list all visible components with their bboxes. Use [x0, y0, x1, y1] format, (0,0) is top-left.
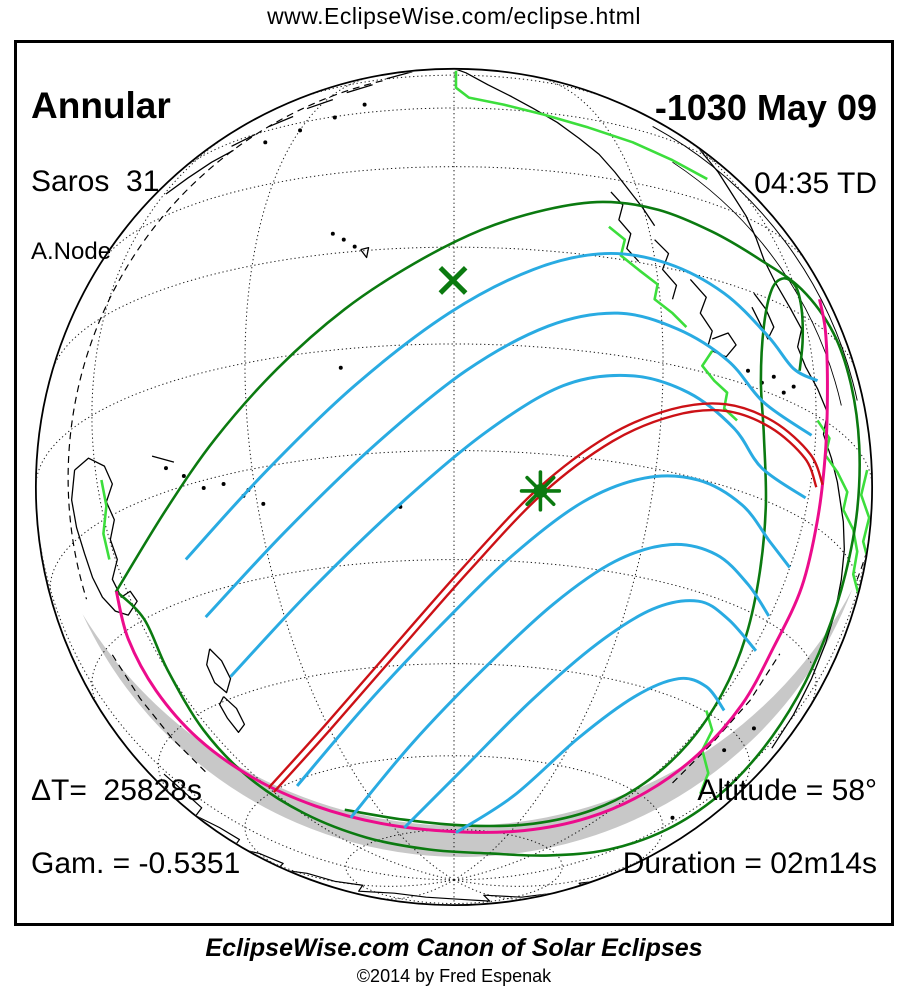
eclipse-globe-map: [34, 67, 874, 907]
coast-highlights: [100, 70, 871, 795]
penumbra-limit-inner: [344, 277, 805, 828]
duration-label: Duration = 02m14s: [622, 847, 877, 880]
central-path-south-limit: [272, 408, 818, 793]
rise-set-curve: [114, 298, 829, 834]
eclipse-type-label: Annular: [31, 85, 171, 126]
map-frame: Annular Saros 31 A.Node -1030 May 09 04:…: [14, 40, 894, 926]
eclipse-info-top-left: Annular Saros 31 A.Node: [31, 49, 171, 303]
max-eclipse-curve-4: [295, 474, 791, 787]
max-eclipse-curve-3: [229, 373, 807, 678]
central-path-north-limit: [267, 402, 824, 789]
max-eclipse-curve-2: [204, 311, 813, 619]
max-eclipse-curve-7: [455, 676, 726, 834]
eclipse-info-top-right: -1030 May 09 04:35 TD: [655, 51, 877, 239]
asterisk-marker: [519, 470, 562, 512]
max-eclipse-curve-6: [403, 599, 758, 829]
gamma-label: Gam. = -0.5351: [31, 847, 241, 880]
max-eclipse-curve-1: [184, 251, 819, 561]
eclipse-date-label: -1030 May 09: [654, 87, 877, 128]
eclipse-info-bottom-right: Altitude = 58° Duration = 02m14s: [623, 736, 877, 918]
node-label: A.Node: [31, 238, 112, 265]
globe-outline: [34, 67, 874, 907]
saros-label: Saros 31: [31, 165, 160, 198]
altitude-label: Altitude = 58°: [697, 774, 877, 807]
penumbra-limit-loop: [114, 200, 861, 857]
delta-t-label: ΔT= 25828s: [31, 774, 202, 807]
page-url-caption: www.EclipseWise.com/eclipse.html: [267, 3, 641, 29]
max-eclipse-curve-5: [349, 542, 771, 819]
x-marker: [438, 265, 468, 295]
eclipse-info-bottom-left: ΔT= 25828s Gam. = -0.5351: [31, 736, 240, 918]
eclipse-time-label: 04:35 TD: [754, 167, 877, 200]
canon-title: EclipseWise.com Canon of Solar Eclipses: [205, 934, 703, 962]
terminator-dashes: [67, 80, 872, 784]
copyright-label: ©2014 by Fred Espenak: [356, 966, 552, 986]
